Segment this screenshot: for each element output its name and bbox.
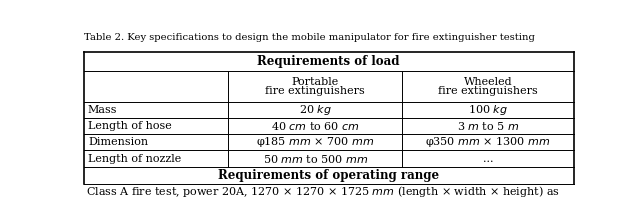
Text: Table 2. Key specifications to design the mobile manipulator for fire extinguish: Table 2. Key specifications to design th… (84, 33, 535, 42)
Text: Requirements of operating range: Requirements of operating range (218, 169, 439, 182)
Text: ...: ... (483, 154, 493, 164)
Text: Wheeled: Wheeled (463, 77, 512, 87)
Text: Length of hose: Length of hose (88, 121, 172, 131)
Text: Dimension: Dimension (88, 137, 148, 147)
Text: 20 $\mathit{kg}$: 20 $\mathit{kg}$ (299, 103, 332, 117)
Text: 3 $\mathit{m}$ to 5 $\mathit{m}$: 3 $\mathit{m}$ to 5 $\mathit{m}$ (457, 120, 519, 132)
Text: 100 $\mathit{kg}$: 100 $\mathit{kg}$ (468, 103, 508, 117)
Text: 40 $\mathit{cm}$ to 60 $\mathit{cm}$: 40 $\mathit{cm}$ to 60 $\mathit{cm}$ (271, 120, 360, 132)
Text: φ185 $\mathit{mm}$ × 700 $\mathit{mm}$: φ185 $\mathit{mm}$ × 700 $\mathit{mm}$ (256, 135, 374, 149)
Text: Class A fire test, power 20A, 1270 × 1270 × 1725 $\mathit{mm}$ (length × width ×: Class A fire test, power 20A, 1270 × 127… (86, 184, 560, 199)
Text: fire extinguishers: fire extinguishers (438, 86, 538, 96)
Text: φ350 $\mathit{mm}$ × 1300 $\mathit{mm}$: φ350 $\mathit{mm}$ × 1300 $\mathit{mm}$ (425, 135, 550, 149)
Text: fire extinguishers: fire extinguishers (266, 86, 365, 96)
Text: Requirements of load: Requirements of load (257, 55, 400, 68)
Text: 50 $\mathit{mm}$ to 500 $\mathit{mm}$: 50 $\mathit{mm}$ to 500 $\mathit{mm}$ (262, 153, 368, 165)
Text: Mass: Mass (88, 105, 117, 115)
Text: Length of nozzle: Length of nozzle (88, 154, 181, 164)
Text: Portable: Portable (292, 77, 339, 87)
